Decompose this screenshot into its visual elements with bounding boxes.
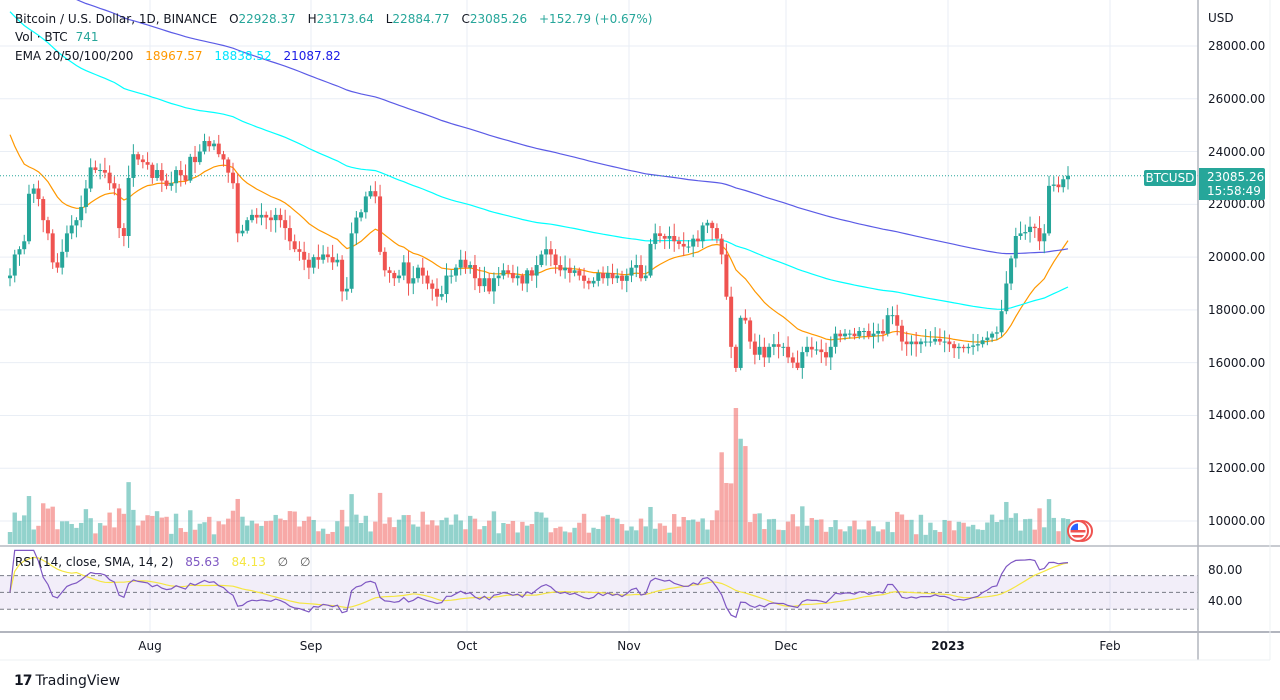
- time-tick-label: Nov: [617, 639, 641, 653]
- time-tick-label: Aug: [138, 639, 162, 653]
- time-tick-label: Sep: [299, 639, 323, 653]
- volume-value: 741: [75, 30, 99, 44]
- price-tick-label: 26000.00: [1208, 91, 1266, 106]
- low-value: 22884.77: [392, 12, 450, 26]
- price-tick-label: 14000.00: [1208, 408, 1266, 423]
- symbol-title: Bitcoin / U.S. Dollar, 1D, BINANCE: [15, 12, 218, 26]
- rsi-extra-1: ∅: [277, 555, 289, 569]
- rsi-tick-40: 40.00: [1208, 594, 1243, 608]
- high-value: 23173.64: [316, 12, 374, 26]
- time-tick-label: Oct: [456, 639, 478, 653]
- change-value: +152.79 (+0.67%): [539, 12, 653, 26]
- rsi-value: 85.63: [185, 555, 220, 569]
- us-flag-event-icon[interactable]: [1066, 519, 1094, 543]
- volume-legend[interactable]: Vol · BTC 741: [15, 30, 99, 44]
- rsi-label: RSI (14, close, SMA, 14, 2): [15, 555, 174, 569]
- price-tick-label: 18000.00: [1208, 302, 1266, 317]
- ema-lines: [0, 0, 1198, 343]
- axis-frame: [0, 0, 1280, 661]
- rsi-pane: [0, 549, 1198, 619]
- last-price-value: 23085.26: [1207, 170, 1265, 184]
- open-value: 22928.37: [238, 12, 296, 26]
- price-tick-label: 10000.00: [1208, 514, 1266, 528]
- rsi-extra-2: ∅: [299, 555, 311, 569]
- price-tick-label: 16000.00: [1208, 355, 1266, 370]
- ohlc-legend: Bitcoin / U.S. Dollar, 1D, BINANCE O2292…: [15, 12, 653, 26]
- time-tick-label: Dec: [774, 639, 798, 653]
- price-tick-label: 24000.00: [1208, 144, 1266, 159]
- price-tick-label: 22000.00: [1208, 197, 1266, 212]
- time-tick-label: 2023: [931, 639, 965, 653]
- price-tick-label: 20000.00: [1208, 250, 1266, 265]
- volume-label: Vol · BTC: [15, 30, 68, 44]
- price-tick-label: 28000.00: [1208, 39, 1266, 53]
- ema20-value: 18967.57: [145, 49, 203, 63]
- ema-legend[interactable]: EMA 20/50/100/200 18967.57 18838.52 2108…: [15, 49, 341, 63]
- last-price-tag: 23085.26 15:58:49: [1199, 168, 1265, 200]
- tradingview-brand: TradingView: [35, 673, 121, 689]
- price-tick-label: 12000.00: [1208, 461, 1266, 476]
- ema-label: EMA 20/50/100/200: [15, 49, 134, 63]
- currency-label: USD: [1208, 11, 1234, 25]
- bar-countdown: 15:58:49: [1207, 184, 1261, 198]
- tradingview-logo[interactable]: 17 TradingView: [14, 673, 120, 689]
- candlestick-series: [8, 133, 1070, 379]
- ema50-value: 18838.52: [214, 49, 272, 63]
- grid-lines: [0, 0, 1198, 632]
- tradingview-logo-icon: 17: [14, 673, 33, 689]
- time-tick-label: Feb: [1099, 639, 1121, 653]
- volume-bars: [7, 408, 1071, 544]
- rsi-sma-value: 84.13: [231, 555, 266, 569]
- ema200-value: 21087.82: [283, 49, 341, 63]
- symbol-tag: BTCUSD: [1144, 170, 1196, 186]
- rsi-tick-80: 80.00: [1208, 563, 1243, 577]
- close-value: 23085.26: [469, 12, 528, 26]
- rsi-legend[interactable]: RSI (14, close, SMA, 14, 2) 85.63 84.13 …: [15, 555, 310, 569]
